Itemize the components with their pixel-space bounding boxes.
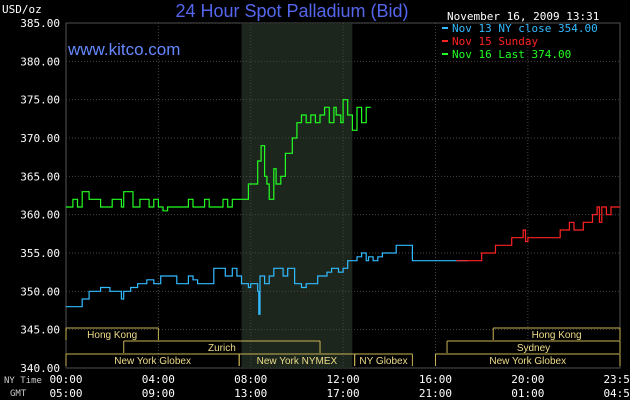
y-tick-label: 355.00 [20, 247, 60, 260]
nytime-row-label: NY Time [4, 376, 42, 386]
market-label: Hong Kong [532, 330, 582, 341]
x-tick-label-gmt: 17:00 [327, 387, 360, 400]
trading-session-highlight [241, 23, 353, 368]
legend-label-nov16: Nov 16 Last 374.00 [452, 48, 571, 61]
gmt-row-label: GMT [10, 389, 27, 399]
legend-swatch-nov16 [442, 53, 448, 55]
market-label: New York Globex [489, 356, 566, 367]
series-line-2 [66, 99, 371, 212]
legend-item-nov13: Nov 13 NY close 354.00 [442, 22, 598, 35]
x-tick-label-nytime: 16:00 [419, 373, 452, 386]
legend-item-nov16: Nov 16 Last 374.00 [442, 48, 571, 61]
market-label: New York Globex [114, 356, 191, 367]
legend-item-nov15: Nov 15 Sunday [442, 35, 538, 48]
series-line-1 [456, 206, 620, 262]
y-axis-ticks: 340.00 345.00 350.00 355.00 360.00 365.00 370.… [20, 17, 60, 375]
market-sessions: Hong Kong Hong Kong Zurich Sydney New York G… [65, 327, 621, 367]
y-axis-unit: USD/oz [2, 3, 42, 16]
x-tick-label-gmt: 05:00 [49, 387, 82, 400]
market-label: NY Globex [359, 356, 407, 367]
x-tick-label-gmt: 21:00 [419, 387, 452, 400]
chart-title: 24 Hour Spot Palladium (Bid) [175, 1, 408, 21]
y-tick-label: 365.00 [20, 170, 60, 183]
x-tick-label-gmt: 01:00 [511, 387, 544, 400]
y-tick-label: 385.00 [20, 17, 60, 30]
website-logo: www.kitco.com [67, 40, 180, 59]
market-label: Zurich [208, 343, 236, 354]
y-tick-label: 350.00 [20, 285, 60, 298]
x-tick-label-nytime: 00:00 [49, 373, 82, 386]
y-tick-label: 360.00 [20, 209, 60, 222]
market-label: Sydney [517, 343, 550, 354]
x-tick-label-nytime: 08:00 [234, 373, 267, 386]
y-tick-label: 370.00 [20, 132, 60, 145]
legend-label-nov13: Nov 13 NY close 354.00 [452, 22, 598, 35]
price-series [66, 99, 620, 315]
x-tick-label-gmt: 09:00 [142, 387, 175, 400]
x-tick-label-nytime: 04:00 [142, 373, 175, 386]
x-tick-label-gmt: 13:00 [234, 387, 267, 400]
market-label: Hong Kong [87, 330, 137, 341]
legend-label-nov15: Nov 15 Sunday [452, 35, 538, 48]
legend-swatch-nov13 [442, 27, 448, 29]
legend-swatch-nov15 [442, 40, 448, 42]
series-line-0 [66, 244, 468, 315]
legend: Nov 13 NY close 354.00 Nov 15 Sunday Nov… [442, 22, 598, 61]
market-label: New York NYMEX [257, 356, 338, 367]
y-tick-label: 380.00 [20, 55, 60, 68]
y-tick-label: 340.00 [20, 362, 60, 375]
x-tick-label-nytime: 20:00 [511, 373, 544, 386]
timestamp: November 16, 2009 13:31 [447, 10, 599, 23]
x-tick-label-gmt: 04:59 [603, 387, 630, 400]
x-tick-label-nytime: 12:00 [327, 373, 360, 386]
y-tick-label: 345.00 [20, 324, 60, 337]
x-tick-label-nytime: 23:59 [603, 373, 630, 386]
y-tick-label: 375.00 [20, 94, 60, 107]
